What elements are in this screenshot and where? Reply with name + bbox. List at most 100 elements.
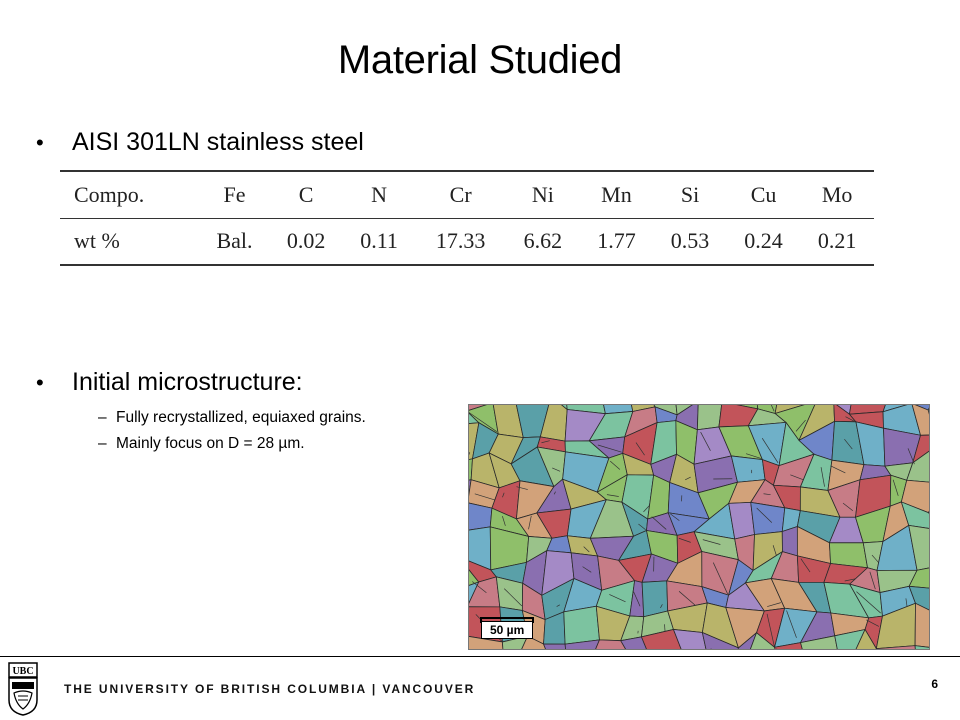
twin-boundary bbox=[583, 546, 590, 553]
twin-boundary bbox=[552, 467, 561, 472]
twin-boundary bbox=[820, 467, 825, 487]
twin-boundary bbox=[745, 453, 762, 459]
twin-boundary bbox=[651, 516, 667, 530]
twin-boundary bbox=[597, 444, 622, 453]
table-header-cell: Compo. bbox=[74, 181, 145, 207]
table-header-cell: Mo bbox=[821, 181, 853, 207]
slide-title: Material Studied bbox=[337, 38, 623, 82]
sub-bullet-text: Fully recrystallized, equiaxed grains. bbox=[116, 409, 366, 426]
sub-bullet-text: Mainly focus on D = 28 µm. bbox=[116, 435, 305, 452]
twin-boundary bbox=[766, 613, 775, 648]
grain bbox=[908, 524, 929, 571]
grain bbox=[542, 643, 566, 649]
grain bbox=[914, 602, 929, 648]
twin-boundary bbox=[756, 507, 773, 523]
grain bbox=[906, 450, 929, 483]
table-header-row: Compo. Fe C N Cr Ni Mn Si Cu Mo bbox=[60, 171, 874, 218]
twin-boundary bbox=[503, 588, 523, 607]
twin-boundary bbox=[907, 448, 915, 465]
twin-boundary bbox=[869, 571, 876, 590]
composition-table: Compo. Fe C N Cr Ni Mn Si Cu Mo wt % Bal… bbox=[60, 170, 874, 266]
bullet-dot: • bbox=[36, 370, 44, 395]
table-cell: 1.77 bbox=[597, 228, 636, 254]
twin-boundary bbox=[553, 491, 556, 495]
twin-boundary bbox=[633, 591, 641, 607]
bullet-material: • AISI 301LN stainless steel bbox=[36, 128, 364, 157]
twin-boundary bbox=[845, 416, 855, 422]
twin-boundary bbox=[685, 476, 691, 481]
table-cell: 17.33 bbox=[435, 228, 486, 254]
twin-boundary bbox=[541, 440, 550, 444]
twin-boundary bbox=[469, 452, 471, 456]
twin-boundary bbox=[635, 442, 645, 456]
table-cell: Bal. bbox=[216, 228, 253, 254]
twin-boundary bbox=[712, 562, 728, 595]
grain bbox=[521, 635, 546, 649]
twin-boundary bbox=[609, 460, 621, 470]
table-cell: 0.53 bbox=[670, 228, 710, 254]
twin-boundary bbox=[469, 412, 498, 433]
grain bbox=[900, 501, 929, 529]
grain bbox=[912, 434, 929, 464]
grain bbox=[620, 636, 647, 649]
twin-boundary bbox=[638, 523, 646, 531]
twin-boundary bbox=[472, 581, 487, 594]
twin-boundary bbox=[474, 493, 497, 501]
table-cell: 0.02 bbox=[286, 228, 326, 254]
twin-boundary bbox=[609, 594, 626, 603]
table-cell: 0.24 bbox=[744, 228, 783, 254]
twin-boundary bbox=[866, 619, 880, 627]
grain bbox=[696, 405, 723, 431]
grain bbox=[730, 455, 766, 483]
twin-boundary bbox=[761, 438, 779, 464]
table-cell: 0.21 bbox=[817, 228, 857, 254]
twin-boundary bbox=[582, 566, 592, 573]
twin-boundary bbox=[528, 515, 532, 530]
table-cell: 0.11 bbox=[360, 228, 398, 254]
twin-boundary bbox=[556, 604, 560, 607]
grain bbox=[855, 628, 878, 649]
table-header-cell: Si bbox=[680, 181, 700, 207]
grain bbox=[774, 642, 803, 649]
twin-boundary bbox=[795, 419, 806, 432]
grain bbox=[908, 585, 929, 611]
table-cell: wt % bbox=[74, 228, 120, 254]
table-header-cell: C bbox=[298, 181, 314, 207]
sub-bullet-list: – Fully recrystallized, equiaxed grains.… bbox=[98, 409, 366, 461]
grain bbox=[781, 525, 798, 557]
twin-boundary bbox=[842, 502, 854, 512]
table-header-cell: Cu bbox=[750, 181, 777, 207]
twin-boundary bbox=[770, 405, 775, 412]
grain bbox=[640, 628, 682, 649]
twin-boundary bbox=[856, 591, 881, 614]
sub-bullet: – Mainly focus on D = 28 µm. bbox=[98, 435, 366, 453]
bullet-microstructure: • Initial microstructure: bbox=[36, 368, 303, 397]
table-header-cell: Mn bbox=[601, 181, 632, 207]
twin-boundary bbox=[763, 493, 771, 496]
bullet-text: Initial microstructure: bbox=[72, 368, 303, 396]
twin-boundary bbox=[702, 539, 721, 545]
scale-bar: 50 µm bbox=[479, 617, 535, 639]
grain bbox=[908, 567, 929, 589]
twin-boundary bbox=[844, 438, 853, 450]
bullet-text: AISI 301LN stainless steel bbox=[72, 128, 364, 156]
grain bbox=[564, 639, 601, 649]
grain bbox=[672, 628, 707, 649]
grain bbox=[911, 405, 929, 436]
twin-boundary bbox=[678, 537, 691, 543]
sub-bullet-dash: – bbox=[98, 435, 107, 452]
twin-boundary bbox=[670, 513, 680, 521]
twin-boundary bbox=[800, 558, 811, 573]
twin-boundary bbox=[700, 431, 711, 451]
grain bbox=[469, 636, 504, 649]
page-number: 6 bbox=[931, 677, 938, 691]
grain bbox=[750, 632, 776, 649]
twin-boundary bbox=[502, 492, 505, 498]
grain bbox=[834, 628, 866, 649]
table-cell: 6.62 bbox=[523, 228, 563, 254]
twin-boundary bbox=[892, 479, 899, 496]
grain bbox=[875, 645, 916, 649]
twin-boundary bbox=[502, 516, 506, 526]
table-header-cell: Ni bbox=[531, 181, 554, 207]
grain-map-image bbox=[469, 405, 929, 649]
